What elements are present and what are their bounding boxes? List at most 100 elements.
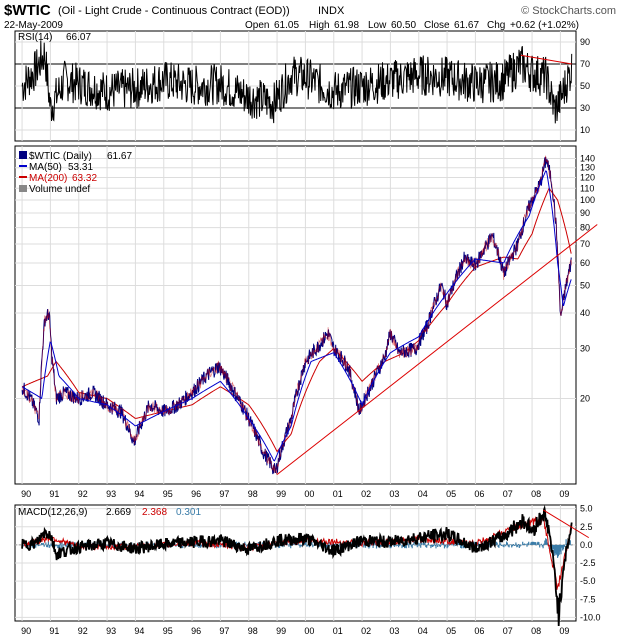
- price-x-tick-label: 01: [333, 489, 343, 499]
- chart-exchange: INDX: [318, 5, 345, 17]
- macd-tick-label: 0.0: [580, 540, 593, 550]
- macd-x-tick-label: 07: [503, 626, 513, 636]
- svg-text:61.67: 61.67: [107, 151, 132, 162]
- svg-text:2.669: 2.669: [106, 507, 131, 518]
- price-trendline: [276, 224, 598, 475]
- svg-text:61.98: 61.98: [334, 20, 359, 31]
- chart-date: 22-May-2009: [4, 20, 63, 31]
- svg-text:61.67: 61.67: [454, 20, 479, 31]
- macd-x-tick-label: 00: [304, 626, 314, 636]
- price-legend: $WTIC (Daily) 61.67 MA(50) 53.31 MA(200)…: [19, 151, 132, 195]
- chart-symbol: $WTIC: [4, 2, 51, 19]
- price-x-tick-label: 00: [304, 489, 314, 499]
- price-tick-label: 50: [580, 281, 590, 291]
- svg-text:$WTIC (Daily): $WTIC (Daily): [29, 151, 92, 162]
- price-tick-label: 40: [580, 308, 590, 318]
- svg-text:0.301: 0.301: [176, 507, 201, 518]
- macd-x-tick-label: 90: [21, 626, 31, 636]
- macd-tick-label: 2.5: [580, 522, 593, 532]
- price-tick-label: 100: [580, 195, 595, 205]
- svg-text:Open: Open: [245, 20, 269, 31]
- price-tick-label: 120: [580, 173, 595, 183]
- macd-x-tick-label: 93: [106, 626, 116, 636]
- legend-swatch-volume: [19, 185, 27, 192]
- rsi-line: [21, 40, 573, 124]
- macd-x-tick-label: 96: [191, 626, 201, 636]
- price-tick-label: 130: [580, 163, 595, 173]
- svg-text:MA(50): MA(50): [29, 162, 62, 173]
- svg-text:MA(200): MA(200): [29, 173, 67, 184]
- brand-watermark: © StockCharts.com: [521, 5, 616, 17]
- rsi-legend: RSI(14) 66.07: [18, 32, 91, 43]
- price-x-tick-label: 06: [474, 489, 484, 499]
- macd-panel: 5.0 2.5 0.0 -2.5 -5.0 -7.5 -10.0 MACD(12,26,9)…: [14, 504, 601, 627]
- svg-text:Volume undef: Volume undef: [29, 184, 90, 195]
- macd-tick-label: -7.5: [580, 594, 596, 604]
- price-tick-label: 110: [580, 183, 594, 193]
- legend-swatch-price: [19, 151, 27, 159]
- rsi-panel: 90 70 50 30 10 RSI(14) 66.07: [14, 30, 590, 142]
- macd-x-tick-label: 02: [361, 626, 371, 636]
- svg-text:RSI(14): RSI(14): [18, 32, 52, 43]
- ohlc-readout: Open 61.05 High 61.98 Low 60.50 Close 61…: [245, 20, 579, 31]
- macd-x-tick-label: 01: [333, 626, 343, 636]
- price-x-tick-label: 98: [248, 489, 258, 499]
- rsi-tick-label: 70: [580, 59, 590, 69]
- rsi-tick-label: 50: [580, 81, 590, 91]
- price-tick-label: 80: [580, 223, 590, 233]
- price-x-tick-label: 94: [134, 489, 144, 499]
- macd-x-tick-label: 91: [49, 626, 59, 636]
- rsi-tick-label: 90: [580, 37, 590, 47]
- macd-x-tick-label: 03: [389, 626, 399, 636]
- macd-tick-label: -2.5: [580, 558, 596, 568]
- macd-x-tick-label: 99: [276, 626, 286, 636]
- macd-line: [21, 504, 573, 627]
- svg-text:61.05: 61.05: [274, 20, 299, 31]
- price-x-tick-label: 97: [219, 489, 229, 499]
- price-x-tick-label: 93: [106, 489, 116, 499]
- price-x-tick-label: 92: [78, 489, 88, 499]
- svg-text:53.31: 53.31: [68, 162, 93, 173]
- svg-text:+0.62 (+1.02%): +0.62 (+1.02%): [510, 20, 579, 31]
- macd-x-tick-label: 92: [78, 626, 88, 636]
- macd-x-tick-label: 06: [474, 626, 484, 636]
- svg-text:Chg: Chg: [487, 20, 505, 31]
- macd-x-tick-label: 95: [163, 626, 173, 636]
- price-x-tick-label: 02: [361, 489, 371, 499]
- svg-text:High: High: [309, 20, 330, 31]
- svg-text:66.07: 66.07: [66, 32, 91, 43]
- price-x-tick-label: 91: [49, 489, 59, 499]
- price-x-tick-label: 04: [418, 489, 428, 499]
- price-tick-label: 140: [580, 154, 595, 164]
- price-tick-label: 70: [580, 239, 590, 249]
- macd-x-tick-label: 09: [559, 626, 569, 636]
- macd-x-tick-label: 94: [134, 626, 144, 636]
- macd-tick-label: -5.0: [580, 576, 596, 586]
- price-tick-label: 20: [580, 394, 590, 404]
- price-line-red: [21, 155, 572, 475]
- rsi-tick-label: 30: [580, 103, 590, 113]
- rsi-trendline: [520, 54, 572, 65]
- macd-legend: MACD(12,26,9) 2.669 2.368 0.301: [18, 507, 201, 518]
- macd-x-tick-label: 97: [219, 626, 229, 636]
- price-x-tick-label: 90: [21, 489, 31, 499]
- price-x-tick-label: 09: [559, 489, 569, 499]
- ma50-line: [21, 170, 572, 462]
- price-x-tick-label: 03: [389, 489, 399, 499]
- macd-x-tick-label: 05: [446, 626, 456, 636]
- price-x-tick-label: 96: [191, 489, 201, 499]
- price-x-tick-label: 05: [446, 489, 456, 499]
- price-x-tick-label: 08: [531, 489, 541, 499]
- macd-x-tick-label: 08: [531, 626, 541, 636]
- rsi-tick-label: 10: [580, 125, 590, 135]
- svg-text:MACD(12,26,9): MACD(12,26,9): [18, 507, 87, 518]
- svg-text:2.368: 2.368: [142, 507, 167, 518]
- svg-text:60.50: 60.50: [391, 20, 416, 31]
- price-tick-label: 30: [580, 344, 590, 354]
- macd-tick-label: -10.0: [580, 612, 601, 622]
- macd-tick-label: 5.0: [580, 504, 593, 514]
- price-x-tick-label: 07: [503, 489, 513, 499]
- svg-text:63.32: 63.32: [72, 173, 97, 184]
- svg-text:Low: Low: [368, 20, 387, 31]
